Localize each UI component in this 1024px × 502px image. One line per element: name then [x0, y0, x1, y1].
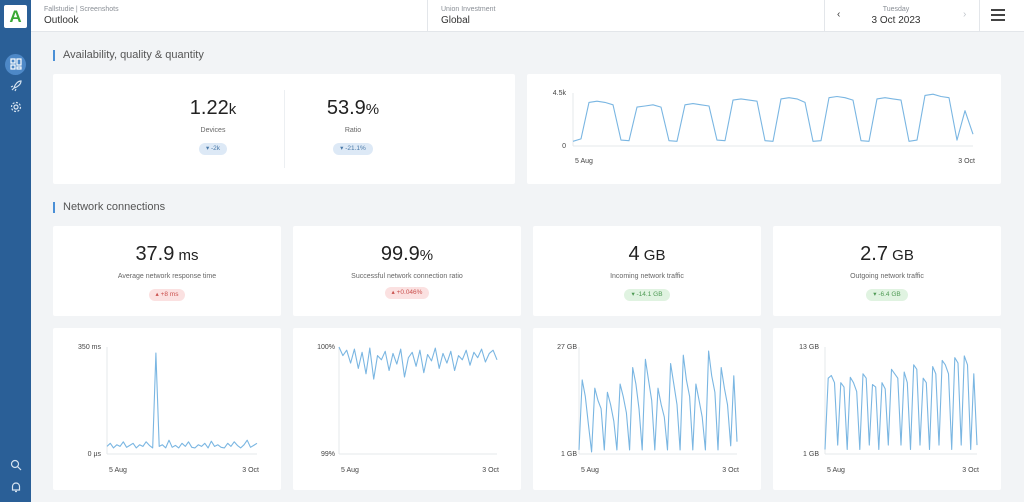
delta-badge: ▾ -6.4 GB	[866, 289, 908, 301]
kpi-card-success[interactable]: 99.9% Successful network connection rati…	[293, 226, 521, 316]
bell-icon[interactable]	[5, 477, 26, 498]
date-day: Tuesday	[882, 6, 910, 13]
chart-card-response: 350 ms 0 µs 5 Aug 3 Oct	[53, 328, 281, 490]
series-line-incoming-traffic	[578, 350, 738, 453]
kpi-response: 37.9 ms Average network response time ▴ …	[53, 242, 281, 301]
series-line-outgoing-traffic	[824, 355, 978, 451]
y-tick-label-min: 0 µs	[88, 451, 102, 458]
kpi-label: Average network response time	[117, 273, 217, 280]
series-line-connection-ratio	[338, 346, 498, 380]
date-display[interactable]: Tuesday 3 Oct 2023	[851, 5, 941, 28]
x-tick-label-start: 5 Aug	[827, 467, 845, 474]
sidebar: A	[0, 0, 31, 502]
kpi-incoming: 4 GB Incoming network traffic ▾ -14.1 GB	[533, 242, 761, 301]
kpi-label: Successful network connection ratio	[351, 273, 463, 280]
kpi-value: 2.7 GB	[860, 243, 914, 265]
kpi-value: 37.9 ms	[135, 243, 199, 265]
section-title-availability: Availability, quality & quantity	[53, 50, 204, 61]
rocket-icon[interactable]	[5, 76, 26, 97]
kpi-card-response[interactable]: 37.9 ms Average network response time ▴ …	[53, 226, 281, 316]
delta-badge: ▾ -14.1 GB	[624, 289, 670, 301]
kpi-value: 99.9%	[380, 243, 434, 265]
dashboard-icon[interactable]	[5, 54, 26, 75]
app-logo[interactable]: A	[4, 5, 27, 28]
kpi-card-incoming[interactable]: 4 GB Incoming network traffic ▾ -14.1 GB	[533, 226, 761, 316]
chart-card-success: 100% 99% 5 Aug 3 Oct	[293, 328, 521, 490]
series-line-devices-trend	[572, 93, 974, 142]
kpi-outgoing: 2.7 GB Outgoing network traffic ▾ -6.4 G…	[773, 242, 1001, 301]
next-date-button[interactable]: ›	[963, 9, 967, 20]
y-tick-label-min: 0	[562, 143, 566, 150]
response-time-chart[interactable]: 350 ms 0 µs 5 Aug 3 Oct	[53, 328, 281, 490]
header-divider	[979, 0, 980, 32]
devices-chart[interactable]: 4.5k 0 5 Aug 3 Oct	[527, 74, 1001, 184]
kpi-value: 4 GB	[628, 243, 666, 265]
kpi-card-outgoing[interactable]: 2.7 GB Outgoing network traffic ▾ -6.4 G…	[773, 226, 1001, 316]
kpi-label: Ratio	[344, 127, 362, 134]
delta-badge: ▾ -21.1%	[333, 143, 373, 155]
kpi-label: Devices	[200, 127, 226, 134]
incoming-traffic-chart[interactable]: 27 GB 1 GB 5 Aug 3 Oct	[533, 328, 761, 490]
kpi-success: 99.9% Successful network connection rati…	[347, 242, 467, 299]
header-divider	[427, 0, 428, 32]
section-title-network: Network connections	[53, 202, 165, 213]
kpi-divider	[284, 90, 285, 168]
y-tick-label-max: 13 GB	[799, 344, 819, 351]
connection-ratio-chart[interactable]: 100% 99% 5 Aug 3 Oct	[293, 328, 521, 490]
y-tick-label-max: 4.5k	[553, 90, 567, 97]
context-selector[interactable]: Fallstudie | Screenshots Outlook	[44, 5, 119, 28]
x-tick-label-end: 3 Oct	[958, 158, 975, 165]
org-subtitle: Union Investment	[441, 6, 496, 13]
org-title: Global	[441, 15, 470, 26]
kpi-ratio[interactable]: 53.9% Ratio ▾ -21.1%	[318, 96, 388, 155]
kpi-card-availability: 1.22k Devices ▾ -2k 53.9% Ratio ▾ -21.1%	[53, 74, 515, 184]
delta-badge: ▾ -2k	[198, 143, 228, 155]
header-divider	[824, 0, 825, 32]
prev-date-button[interactable]: ‹	[837, 9, 841, 20]
kpi-value: 53.9%	[326, 97, 380, 119]
x-tick-label-start: 5 Aug	[581, 467, 599, 474]
y-tick-label-max: 100%	[317, 344, 335, 351]
kpi-label: Outgoing network traffic	[850, 273, 924, 280]
kpi-value: 1.22k	[189, 97, 237, 119]
series-line-response-time	[106, 352, 258, 449]
x-tick-label-start: 5 Aug	[575, 158, 593, 165]
context-title: Outlook	[44, 15, 79, 26]
y-tick-label-max: 350 ms	[78, 344, 101, 351]
y-tick-label-min: 1 GB	[803, 451, 819, 458]
delta-badge: ▴ +0.046%	[384, 287, 430, 299]
date-value: 3 Oct 2023	[871, 15, 921, 26]
gear-icon[interactable]	[5, 97, 26, 118]
y-tick-label-min: 99%	[321, 451, 335, 458]
org-selector[interactable]: Union Investment Global	[441, 5, 495, 28]
kpi-label: Incoming network traffic	[610, 273, 684, 280]
y-tick-label-max: 27 GB	[557, 344, 577, 351]
chart-card-outgoing: 13 GB 1 GB 5 Aug 3 Oct	[773, 328, 1001, 490]
context-subtitle: Fallstudie | Screenshots	[44, 6, 119, 13]
x-tick-label-end: 3 Oct	[242, 467, 259, 474]
x-tick-label-start: 5 Aug	[341, 467, 359, 474]
x-tick-label-end: 3 Oct	[962, 467, 979, 474]
kpi-devices[interactable]: 1.22k Devices ▾ -2k	[183, 96, 243, 155]
y-tick-label-min: 1 GB	[561, 451, 577, 458]
chart-card-devices: 4.5k 0 5 Aug 3 Oct	[527, 74, 1001, 184]
outgoing-traffic-chart[interactable]: 13 GB 1 GB 5 Aug 3 Oct	[773, 328, 1001, 490]
x-tick-label-end: 3 Oct	[482, 467, 499, 474]
delta-badge: ▴ +8 ms	[148, 289, 186, 301]
hamburger-menu-icon[interactable]	[991, 9, 1005, 21]
x-tick-label-start: 5 Aug	[109, 467, 127, 474]
x-tick-label-end: 3 Oct	[722, 467, 739, 474]
search-icon[interactable]	[5, 455, 26, 476]
chart-card-incoming: 27 GB 1 GB 5 Aug 3 Oct	[533, 328, 761, 490]
top-header: Fallstudie | Screenshots Outlook Union I…	[31, 0, 1024, 32]
